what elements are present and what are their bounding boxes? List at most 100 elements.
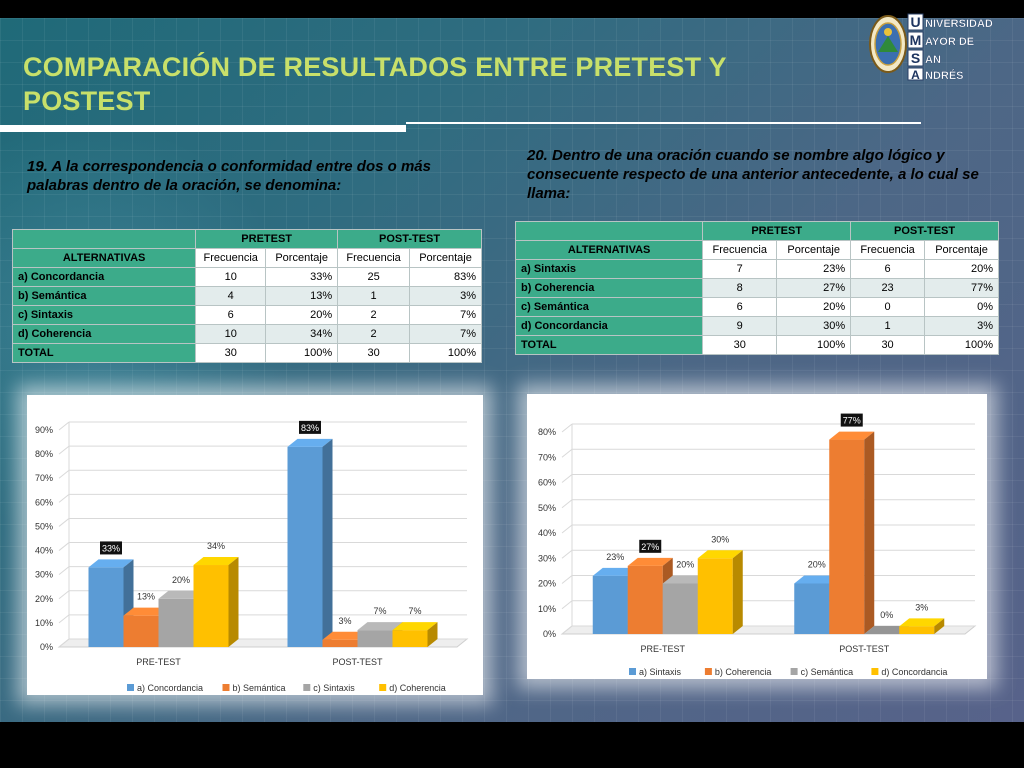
title-underline-thin <box>406 122 921 124</box>
data-label: 34% <box>207 541 225 551</box>
data-label: 0% <box>880 610 893 620</box>
gridline-side <box>561 474 573 483</box>
y-tick-label: 40% <box>35 546 53 556</box>
bar-posttest-4 <box>392 622 438 647</box>
bar-top <box>158 590 204 599</box>
cell-pre-pct: 20% <box>265 305 339 325</box>
cell-post-pct: 3% <box>924 316 999 336</box>
gridline-side <box>58 614 70 624</box>
group-pretest: PRETEST <box>195 229 339 249</box>
bar-pretest-4 <box>697 550 743 634</box>
bar-front <box>392 630 428 647</box>
data-label: 3% <box>338 616 351 626</box>
cell-post-freq: 1 <box>850 316 926 336</box>
logo-wordmark: U M S A NIVERSIDAD AYOR DE AN NDRÉS <box>907 13 993 82</box>
cell-post-pct: 100% <box>924 335 999 355</box>
y-tick-label: 0% <box>40 642 53 652</box>
cell-pre-pct: 33% <box>265 267 339 287</box>
cell-pre-pct: 100% <box>265 343 339 363</box>
gridline-side <box>58 518 70 527</box>
bar-top <box>123 607 169 616</box>
bar-front <box>627 565 663 634</box>
cell-pre-pct: 23% <box>776 259 852 279</box>
legend-swatch <box>790 668 798 675</box>
data-label: 7% <box>373 606 386 616</box>
row-label: b) Semántica <box>11 286 197 306</box>
legend-swatch <box>629 668 636 675</box>
group-posttest: POST-TEST <box>337 229 482 249</box>
y-tick-label: 20% <box>35 594 53 604</box>
gridline-side <box>561 549 573 559</box>
logo-initial-u: U <box>910 14 920 30</box>
bar-front <box>357 630 393 647</box>
col-alternativas: ALTERNATIVAS <box>11 248 197 268</box>
data-label: 13% <box>137 592 155 602</box>
bar-front <box>662 583 698 634</box>
bar-top <box>697 550 743 559</box>
data-label: 3% <box>915 602 928 612</box>
cell-post-freq: 23 <box>850 278 926 298</box>
seal-icon <box>869 15 907 73</box>
legend-label: a) Sintaxis <box>639 667 682 677</box>
cell-post-pct: 3% <box>409 286 482 306</box>
y-tick-label: 70% <box>35 473 53 483</box>
gridline-side <box>58 566 70 576</box>
table-row: c) Semántica 6 20% 0 0% <box>514 297 999 317</box>
bar-side <box>427 622 438 647</box>
top-black-band <box>0 0 1024 18</box>
title-underline-thick <box>0 125 406 132</box>
table-total-row: TOTAL 30 100% 30 100% <box>514 335 999 355</box>
table-corner <box>514 221 704 241</box>
data-label: 77% <box>843 416 861 426</box>
bar-front <box>829 439 865 634</box>
cell-pre-freq: 10 <box>195 324 267 344</box>
y-tick-label: 80% <box>538 427 556 437</box>
logo-initial-a: A <box>911 68 920 82</box>
cell-post-freq: 6 <box>850 259 926 279</box>
col-alternativas: ALTERNATIVAS <box>514 240 704 260</box>
gridline-side <box>58 469 70 479</box>
gridline-side <box>561 448 573 458</box>
legend-swatch <box>127 684 134 691</box>
bar-top <box>864 626 910 634</box>
col-frecuencia-pre: Frecuencia <box>702 240 778 260</box>
bar-top <box>287 438 333 447</box>
table-row: a) Sintaxis 7 23% 6 20% <box>514 259 999 279</box>
cell-pre-freq: 4 <box>195 286 267 306</box>
gridline-side <box>561 499 573 509</box>
row-label: TOTAL <box>514 335 704 355</box>
bar-front <box>322 639 358 647</box>
legend-label: d) Concordancia <box>881 667 947 677</box>
bar-top <box>662 575 708 584</box>
slide-title: COMPARACIÓN DE RESULTADOS ENTRE PRETEST … <box>23 52 727 116</box>
bar-posttest-2 <box>829 431 875 634</box>
y-tick-label: 50% <box>538 503 556 513</box>
table-group-header: PRETEST POST-TEST <box>11 229 482 249</box>
bar-front <box>88 567 124 647</box>
row-label: b) Coherencia <box>514 278 704 298</box>
cell-pre-pct: 100% <box>776 335 852 355</box>
cell-pre-pct: 27% <box>776 278 852 298</box>
bar-front <box>287 446 323 647</box>
gridline-side <box>58 493 70 503</box>
bar-chart-19: 0% 10% 20% 30% 40% 50% 60% 70% 80% 90% PRE-TEST 33%… <box>35 420 469 693</box>
y-tick-label: 0% <box>543 629 556 639</box>
legend-swatch <box>222 684 230 691</box>
cell-pre-pct: 13% <box>265 286 339 306</box>
data-label: 83% <box>301 423 319 433</box>
cell-post-pct: 20% <box>924 259 999 279</box>
data-label: 27% <box>641 542 659 552</box>
y-tick-label: 60% <box>35 497 53 507</box>
logo-line-3: AN <box>925 54 941 66</box>
cell-post-freq: 2 <box>337 324 411 344</box>
cell-pre-pct: 30% <box>776 316 852 336</box>
data-label-box <box>100 541 122 555</box>
bar-posttest-1 <box>287 438 333 647</box>
bar-top <box>357 622 403 631</box>
gridline-side <box>58 638 70 648</box>
data-label: 20% <box>172 575 190 585</box>
bar-posttest-4 <box>899 618 945 634</box>
question-19: 19. A la correspondencia o conformidad e… <box>27 158 431 194</box>
bar-front <box>158 598 194 647</box>
